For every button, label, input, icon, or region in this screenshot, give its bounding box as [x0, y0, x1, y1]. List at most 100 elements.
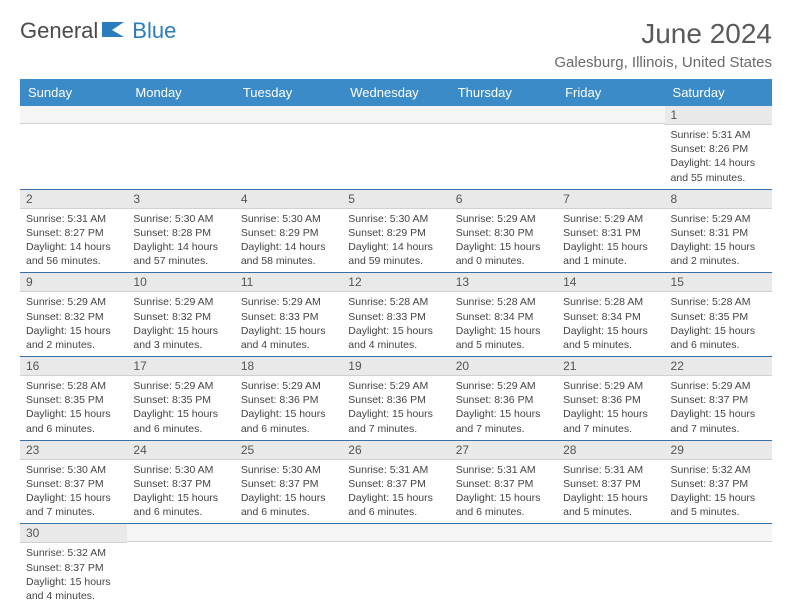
day-number: 8: [665, 190, 772, 209]
calendar-cell: 6Sunrise: 5:29 AMSunset: 8:30 PMDaylight…: [450, 189, 557, 273]
day-number: 15: [665, 273, 772, 292]
day-number: 25: [235, 441, 342, 460]
day-number-empty: [235, 106, 342, 124]
calendar-cell: 14Sunrise: 5:28 AMSunset: 8:34 PMDayligh…: [557, 273, 664, 357]
sunset-line: Sunset: 8:37 PM: [26, 477, 121, 491]
sunrise-line: Sunrise: 5:31 AM: [348, 463, 443, 477]
flag-icon: [102, 19, 128, 44]
daylight-line: Daylight: 15 hours and 6 minutes.: [348, 491, 443, 519]
sunset-line: Sunset: 8:31 PM: [563, 226, 658, 240]
calendar-week-row: 2Sunrise: 5:31 AMSunset: 8:27 PMDaylight…: [20, 189, 772, 273]
sunrise-line: Sunrise: 5:32 AM: [26, 546, 121, 560]
day-number-empty: [342, 524, 449, 542]
daylight-line: Daylight: 15 hours and 5 minutes.: [456, 324, 551, 352]
day-number: 30: [20, 524, 127, 543]
calendar-cell: 15Sunrise: 5:28 AMSunset: 8:35 PMDayligh…: [665, 273, 772, 357]
sunrise-line: Sunrise: 5:29 AM: [133, 379, 228, 393]
day-details: Sunrise: 5:29 AMSunset: 8:35 PMDaylight:…: [127, 376, 234, 440]
day-number: 1: [665, 106, 772, 125]
logo-text-blue: Blue: [132, 18, 176, 44]
sunrise-line: Sunrise: 5:29 AM: [241, 379, 336, 393]
day-details: Sunrise: 5:30 AMSunset: 8:37 PMDaylight:…: [235, 460, 342, 524]
daylight-line: Daylight: 15 hours and 2 minutes.: [26, 324, 121, 352]
day-number-empty: [665, 524, 772, 542]
day-header: Wednesday: [342, 79, 449, 106]
calendar-table: Sunday Monday Tuesday Wednesday Thursday…: [20, 79, 772, 607]
day-details: Sunrise: 5:32 AMSunset: 8:37 PMDaylight:…: [20, 543, 127, 607]
sunrise-line: Sunrise: 5:29 AM: [563, 379, 658, 393]
calendar-cell: [127, 106, 234, 189]
calendar-cell: 29Sunrise: 5:32 AMSunset: 8:37 PMDayligh…: [665, 440, 772, 524]
calendar-cell: 25Sunrise: 5:30 AMSunset: 8:37 PMDayligh…: [235, 440, 342, 524]
sunrise-line: Sunrise: 5:28 AM: [563, 295, 658, 309]
daylight-line: Daylight: 15 hours and 6 minutes.: [133, 491, 228, 519]
calendar-cell: 12Sunrise: 5:28 AMSunset: 8:33 PMDayligh…: [342, 273, 449, 357]
calendar-cell: [342, 524, 449, 607]
day-number-empty: [450, 524, 557, 542]
calendar-cell: 9Sunrise: 5:29 AMSunset: 8:32 PMDaylight…: [20, 273, 127, 357]
calendar-cell: 5Sunrise: 5:30 AMSunset: 8:29 PMDaylight…: [342, 189, 449, 273]
day-details: Sunrise: 5:29 AMSunset: 8:37 PMDaylight:…: [665, 376, 772, 440]
calendar-cell: 8Sunrise: 5:29 AMSunset: 8:31 PMDaylight…: [665, 189, 772, 273]
day-details: Sunrise: 5:29 AMSunset: 8:36 PMDaylight:…: [450, 376, 557, 440]
sunrise-line: Sunrise: 5:29 AM: [241, 295, 336, 309]
calendar-cell: [342, 106, 449, 189]
sunset-line: Sunset: 8:34 PM: [563, 310, 658, 324]
day-details: Sunrise: 5:31 AMSunset: 8:37 PMDaylight:…: [557, 460, 664, 524]
sunset-line: Sunset: 8:37 PM: [241, 477, 336, 491]
sunset-line: Sunset: 8:37 PM: [348, 477, 443, 491]
calendar-cell: [20, 106, 127, 189]
daylight-line: Daylight: 15 hours and 6 minutes.: [241, 407, 336, 435]
day-number: 23: [20, 441, 127, 460]
daylight-line: Daylight: 15 hours and 1 minute.: [563, 240, 658, 268]
daylight-line: Daylight: 15 hours and 6 minutes.: [456, 491, 551, 519]
day-header: Friday: [557, 79, 664, 106]
day-number-empty: [127, 106, 234, 124]
day-number: 11: [235, 273, 342, 292]
day-number: 29: [665, 441, 772, 460]
daylight-line: Daylight: 15 hours and 4 minutes.: [348, 324, 443, 352]
sunset-line: Sunset: 8:33 PM: [348, 310, 443, 324]
day-details: Sunrise: 5:30 AMSunset: 8:37 PMDaylight:…: [127, 460, 234, 524]
sunrise-line: Sunrise: 5:29 AM: [671, 212, 766, 226]
sunset-line: Sunset: 8:31 PM: [671, 226, 766, 240]
day-details: Sunrise: 5:29 AMSunset: 8:36 PMDaylight:…: [342, 376, 449, 440]
calendar-cell: 28Sunrise: 5:31 AMSunset: 8:37 PMDayligh…: [557, 440, 664, 524]
calendar-cell: 20Sunrise: 5:29 AMSunset: 8:36 PMDayligh…: [450, 357, 557, 441]
calendar-cell: 18Sunrise: 5:29 AMSunset: 8:36 PMDayligh…: [235, 357, 342, 441]
daylight-line: Daylight: 14 hours and 55 minutes.: [671, 156, 766, 184]
day-header-row: Sunday Monday Tuesday Wednesday Thursday…: [20, 79, 772, 106]
month-title: June 2024: [554, 18, 772, 50]
calendar-week-row: 9Sunrise: 5:29 AMSunset: 8:32 PMDaylight…: [20, 273, 772, 357]
logo: General Blue: [20, 18, 176, 44]
sunrise-line: Sunrise: 5:30 AM: [133, 212, 228, 226]
day-number: 10: [127, 273, 234, 292]
calendar-cell: 1Sunrise: 5:31 AMSunset: 8:26 PMDaylight…: [665, 106, 772, 189]
daylight-line: Daylight: 15 hours and 6 minutes.: [133, 407, 228, 435]
day-details: Sunrise: 5:28 AMSunset: 8:34 PMDaylight:…: [557, 292, 664, 356]
day-details: Sunrise: 5:29 AMSunset: 8:33 PMDaylight:…: [235, 292, 342, 356]
calendar-cell: 22Sunrise: 5:29 AMSunset: 8:37 PMDayligh…: [665, 357, 772, 441]
calendar-cell: [235, 106, 342, 189]
calendar-cell: 23Sunrise: 5:30 AMSunset: 8:37 PMDayligh…: [20, 440, 127, 524]
calendar-cell: [127, 524, 234, 607]
header: General Blue June 2024 Galesburg, Illino…: [20, 18, 772, 71]
day-details: Sunrise: 5:29 AMSunset: 8:32 PMDaylight:…: [127, 292, 234, 356]
day-number: 20: [450, 357, 557, 376]
daylight-line: Daylight: 15 hours and 5 minutes.: [563, 324, 658, 352]
day-details: Sunrise: 5:28 AMSunset: 8:35 PMDaylight:…: [665, 292, 772, 356]
daylight-line: Daylight: 15 hours and 5 minutes.: [671, 491, 766, 519]
sunrise-line: Sunrise: 5:29 AM: [456, 379, 551, 393]
daylight-line: Daylight: 15 hours and 3 minutes.: [133, 324, 228, 352]
sunset-line: Sunset: 8:34 PM: [456, 310, 551, 324]
day-details: Sunrise: 5:31 AMSunset: 8:26 PMDaylight:…: [665, 125, 772, 189]
daylight-line: Daylight: 14 hours and 57 minutes.: [133, 240, 228, 268]
day-details: Sunrise: 5:29 AMSunset: 8:31 PMDaylight:…: [665, 209, 772, 273]
calendar-cell: 16Sunrise: 5:28 AMSunset: 8:35 PMDayligh…: [20, 357, 127, 441]
day-number: 13: [450, 273, 557, 292]
day-details: Sunrise: 5:31 AMSunset: 8:37 PMDaylight:…: [342, 460, 449, 524]
sunrise-line: Sunrise: 5:30 AM: [241, 212, 336, 226]
sunrise-line: Sunrise: 5:28 AM: [456, 295, 551, 309]
sunset-line: Sunset: 8:30 PM: [456, 226, 551, 240]
day-number-empty: [342, 106, 449, 124]
